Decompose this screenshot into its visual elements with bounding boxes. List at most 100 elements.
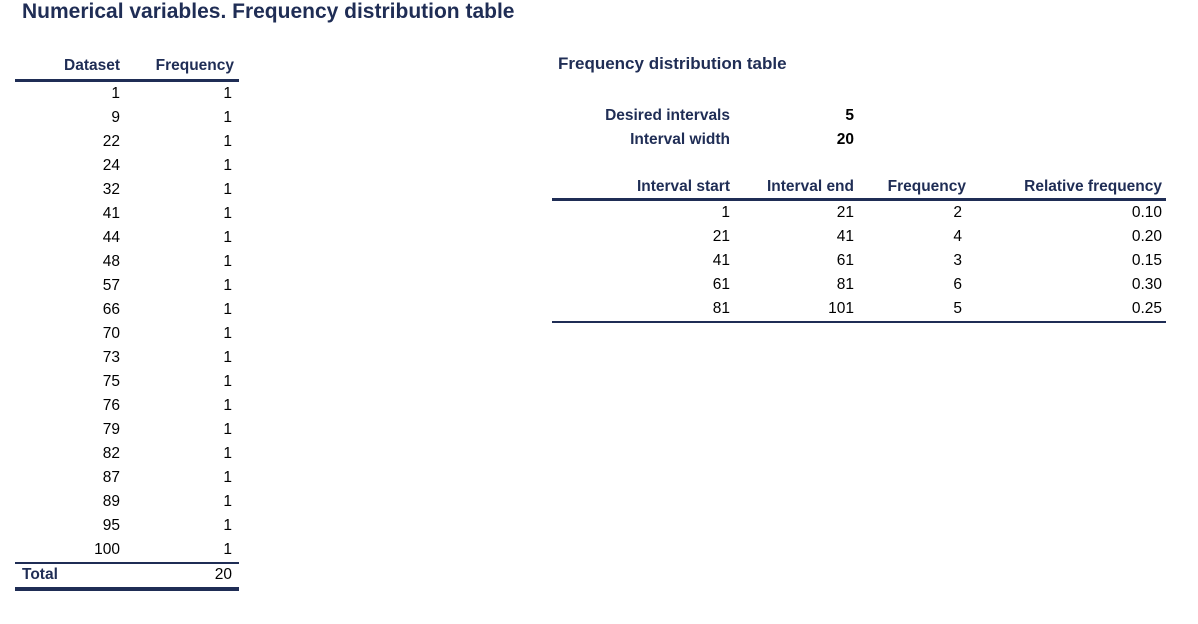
interval-frequency-cell: 5 — [953, 300, 962, 317]
dataset-table-row: 89 1 — [15, 490, 239, 514]
dataset-value-cell: 100 — [94, 541, 120, 558]
dataset-value-cell: 9 — [111, 109, 120, 126]
total-label: Total — [22, 566, 58, 583]
dataset-value-cell: 70 — [102, 325, 120, 342]
frequency-value-cell: 1 — [223, 109, 232, 126]
frequency-value-cell: 1 — [223, 445, 232, 462]
intervals-table-header: Interval start Interval end Frequency Re… — [552, 176, 1166, 201]
dataset-table-row: 95 1 — [15, 514, 239, 538]
dataset-table-row: 41 1 — [15, 202, 239, 226]
interval-frequency-cell: 6 — [953, 276, 962, 293]
desired-intervals-label: Desired intervals — [605, 107, 730, 124]
dataset-value-cell: 41 — [102, 205, 120, 222]
frequency-value-cell: 1 — [223, 301, 232, 318]
frequency-value-cell: 1 — [223, 469, 232, 486]
intervals-table: Interval start Interval end Frequency Re… — [552, 176, 1166, 323]
dataset-value-cell: 24 — [102, 157, 120, 174]
desired-intervals-row: Desired intervals 5 — [552, 104, 854, 128]
relative-frequency-cell: 0.30 — [1131, 276, 1162, 293]
dataset-table-row: 57 1 — [15, 274, 239, 298]
relative-frequency-cell: 0.20 — [1131, 228, 1162, 245]
dataset-table-row: 32 1 — [15, 178, 239, 202]
interval-start-cell: 81 — [712, 300, 730, 317]
dataset-table-row: 100 1 — [15, 538, 239, 562]
intervals-table-row: 61 81 6 0.30 — [552, 273, 1166, 297]
page-title: Numerical variables. Frequency distribut… — [22, 0, 515, 23]
intervals-table-row: 41 61 3 0.15 — [552, 249, 1166, 273]
desired-intervals-value: 5 — [845, 107, 854, 124]
frequency-value-cell: 1 — [223, 205, 232, 222]
interval-width-value: 20 — [836, 131, 854, 148]
relative-frequency-header: Relative frequency — [1024, 178, 1162, 195]
dataset-value-cell: 57 — [102, 277, 120, 294]
interval-frequency-cell: 3 — [953, 252, 962, 269]
interval-start-cell: 61 — [712, 276, 730, 293]
frequency-value-cell: 1 — [223, 349, 232, 366]
interval-width-row: Interval width 20 — [552, 128, 854, 152]
dataset-total-row: Total 20 — [15, 562, 239, 591]
interval-end-header: Interval end — [767, 178, 854, 195]
dataset-table-row: 75 1 — [15, 370, 239, 394]
frequency-value-cell: 1 — [223, 85, 232, 102]
dataset-value-cell: 73 — [102, 349, 120, 366]
frequency-value-cell: 1 — [223, 133, 232, 150]
dataset-value-cell: 1 — [111, 85, 120, 102]
intervals-table-body: 1 21 2 0.10 21 41 4 0.20 41 61 3 0.15 61 81 6 0.30 81 101… — [552, 201, 1166, 321]
frequency-value-cell: 1 — [223, 397, 232, 414]
dataset-column-header: Dataset — [64, 57, 120, 74]
frequency-value-cell: 1 — [223, 517, 232, 534]
interval-end-cell: 81 — [836, 276, 854, 293]
frequency-column-header: Frequency — [155, 57, 234, 74]
dataset-value-cell: 66 — [102, 301, 120, 318]
interval-end-cell: 21 — [836, 204, 854, 221]
dataset-table-header: Dataset Frequency — [15, 55, 239, 82]
frequency-value-cell: 1 — [223, 157, 232, 174]
dataset-table-row: 24 1 — [15, 154, 239, 178]
interval-frequency-cell: 4 — [953, 228, 962, 245]
intervals-table-row: 1 21 2 0.10 — [552, 201, 1166, 225]
interval-end-cell: 101 — [828, 300, 854, 317]
interval-frequency-header: Frequency — [887, 178, 966, 195]
dataset-value-cell: 76 — [102, 397, 120, 414]
dataset-value-cell: 48 — [102, 253, 120, 270]
total-value: 20 — [214, 566, 232, 583]
dataset-value-cell: 95 — [102, 517, 120, 534]
frequency-value-cell: 1 — [223, 373, 232, 390]
intervals-table-row: 21 41 4 0.20 — [552, 225, 1166, 249]
frequency-value-cell: 1 — [223, 493, 232, 510]
interval-end-cell: 41 — [836, 228, 854, 245]
dataset-value-cell: 32 — [102, 181, 120, 198]
dataset-value-cell: 82 — [102, 445, 120, 462]
intervals-table-row: 81 101 5 0.25 — [552, 297, 1166, 321]
relative-frequency-cell: 0.25 — [1131, 300, 1162, 317]
dataset-table-row: 87 1 — [15, 466, 239, 490]
interval-start-cell: 1 — [721, 204, 730, 221]
relative-frequency-cell: 0.10 — [1131, 204, 1162, 221]
dataset-value-cell: 79 — [102, 421, 120, 438]
frequency-value-cell: 1 — [223, 181, 232, 198]
interval-start-header: Interval start — [636, 178, 730, 195]
dataset-table-row: 73 1 — [15, 346, 239, 370]
dataset-table-row: 66 1 — [15, 298, 239, 322]
relative-frequency-cell: 0.15 — [1131, 252, 1162, 269]
dataset-table-row: 44 1 — [15, 226, 239, 250]
dataset-table-body: 1 1 9 1 22 1 24 1 32 1 41 1 44 1 48 1 57 1 66 1 70 1 73 1 75 1 76 1… — [15, 82, 239, 562]
frequency-table-title: Frequency distribution table — [558, 54, 787, 73]
dataset-value-cell: 89 — [102, 493, 120, 510]
interval-frequency-cell: 2 — [953, 204, 962, 221]
frequency-value-cell: 1 — [223, 541, 232, 558]
frequency-value-cell: 1 — [223, 229, 232, 246]
dataset-value-cell: 75 — [102, 373, 120, 390]
frequency-value-cell: 1 — [223, 325, 232, 342]
dataset-table-row: 82 1 — [15, 442, 239, 466]
interval-end-cell: 61 — [836, 252, 854, 269]
dataset-table-row: 22 1 — [15, 130, 239, 154]
dataset-table-row: 70 1 — [15, 322, 239, 346]
dataset-value-cell: 22 — [102, 133, 120, 150]
interval-width-label: Interval width — [630, 131, 730, 148]
frequency-value-cell: 1 — [223, 253, 232, 270]
dataset-table-row: 76 1 — [15, 394, 239, 418]
dataset-table-row: 48 1 — [15, 250, 239, 274]
